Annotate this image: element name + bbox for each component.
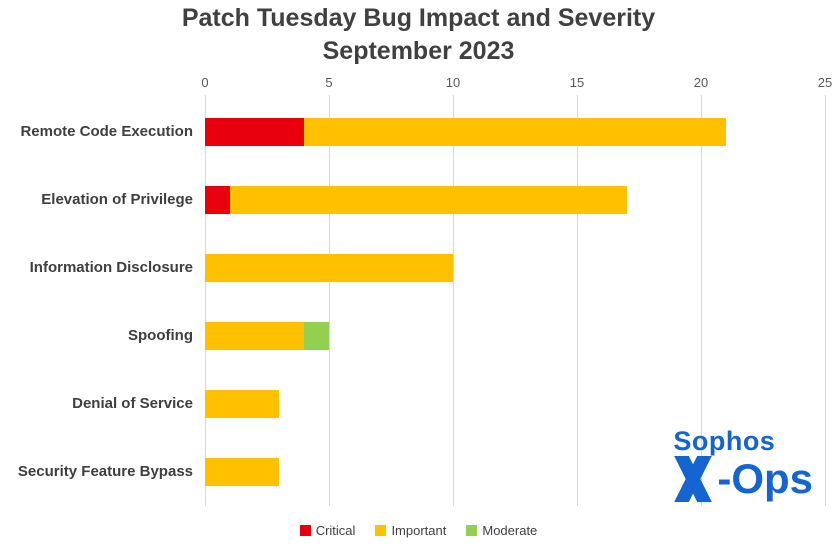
legend-swatch-moderate: [466, 525, 478, 536]
gridline-5: [329, 95, 330, 506]
bar-elevation-of-privilege-critical: [205, 186, 230, 214]
legend-label-critical: Critical: [315, 523, 356, 538]
chart-title-line2: September 2023: [322, 37, 515, 65]
category-label-spoofing: Spoofing: [128, 327, 193, 344]
x-tick-label-20: 20: [693, 75, 709, 90]
plot-area: [205, 95, 826, 506]
bar-denial-of-service-important: [205, 390, 280, 418]
xops-suffix: -Ops: [717, 455, 813, 502]
x-tick-label-25: 25: [817, 75, 833, 90]
chart-title: Patch Tuesday Bug Impact and Severity Se…: [0, 2, 837, 68]
category-label-security-feature-bypass: Security Feature Bypass: [17, 463, 193, 480]
gridline-25: [825, 95, 826, 506]
gridline-15: [577, 95, 578, 506]
gridline-10: [453, 95, 454, 506]
gridline-0: [205, 95, 206, 506]
gridline-20: [701, 95, 702, 506]
category-label-denial-of-service: Denial of Service: [72, 395, 193, 412]
chart-title-line1: Patch Tuesday Bug Impact and Severity: [181, 4, 656, 32]
x-tick-label-10: 10: [445, 75, 461, 90]
legend-item-moderate: Moderate: [466, 523, 537, 538]
bar-elevation-of-privilege-important: [229, 186, 627, 214]
x-tick-label-15: 15: [569, 75, 585, 90]
bar-information-disclosure-important: [205, 254, 453, 282]
legend-label-important: Important: [391, 523, 447, 538]
sophos-wordmark: Sophos: [673, 426, 776, 456]
x-glyph-icon: [674, 456, 713, 502]
category-label-elevation-of-privilege: Elevation of Privilege: [41, 191, 193, 208]
bar-spoofing-important: [205, 322, 305, 350]
category-label-remote-code-execution: Remote Code Execution: [20, 123, 193, 140]
x-tick-label-5: 5: [325, 75, 333, 90]
x-tick-label-0: 0: [201, 75, 209, 90]
legend-label-moderate: Moderate: [482, 523, 538, 538]
legend-swatch-important: [375, 525, 387, 536]
legend-item-important: Important: [375, 523, 446, 538]
bar-spoofing-moderate: [304, 322, 329, 350]
sophos-xops-logo: Sophos -Ops: [670, 427, 813, 502]
bar-security-feature-bypass-important: [205, 458, 280, 486]
xops-wordmark: -Ops: [670, 456, 813, 502]
legend: Critical Important Moderate: [0, 523, 837, 538]
bar-remote-code-execution-important: [304, 118, 726, 146]
bar-remote-code-execution-critical: [205, 118, 305, 146]
legend-swatch-critical: [299, 525, 311, 536]
category-label-information-disclosure: Information Disclosure: [29, 259, 193, 276]
legend-item-critical: Critical: [299, 523, 356, 538]
